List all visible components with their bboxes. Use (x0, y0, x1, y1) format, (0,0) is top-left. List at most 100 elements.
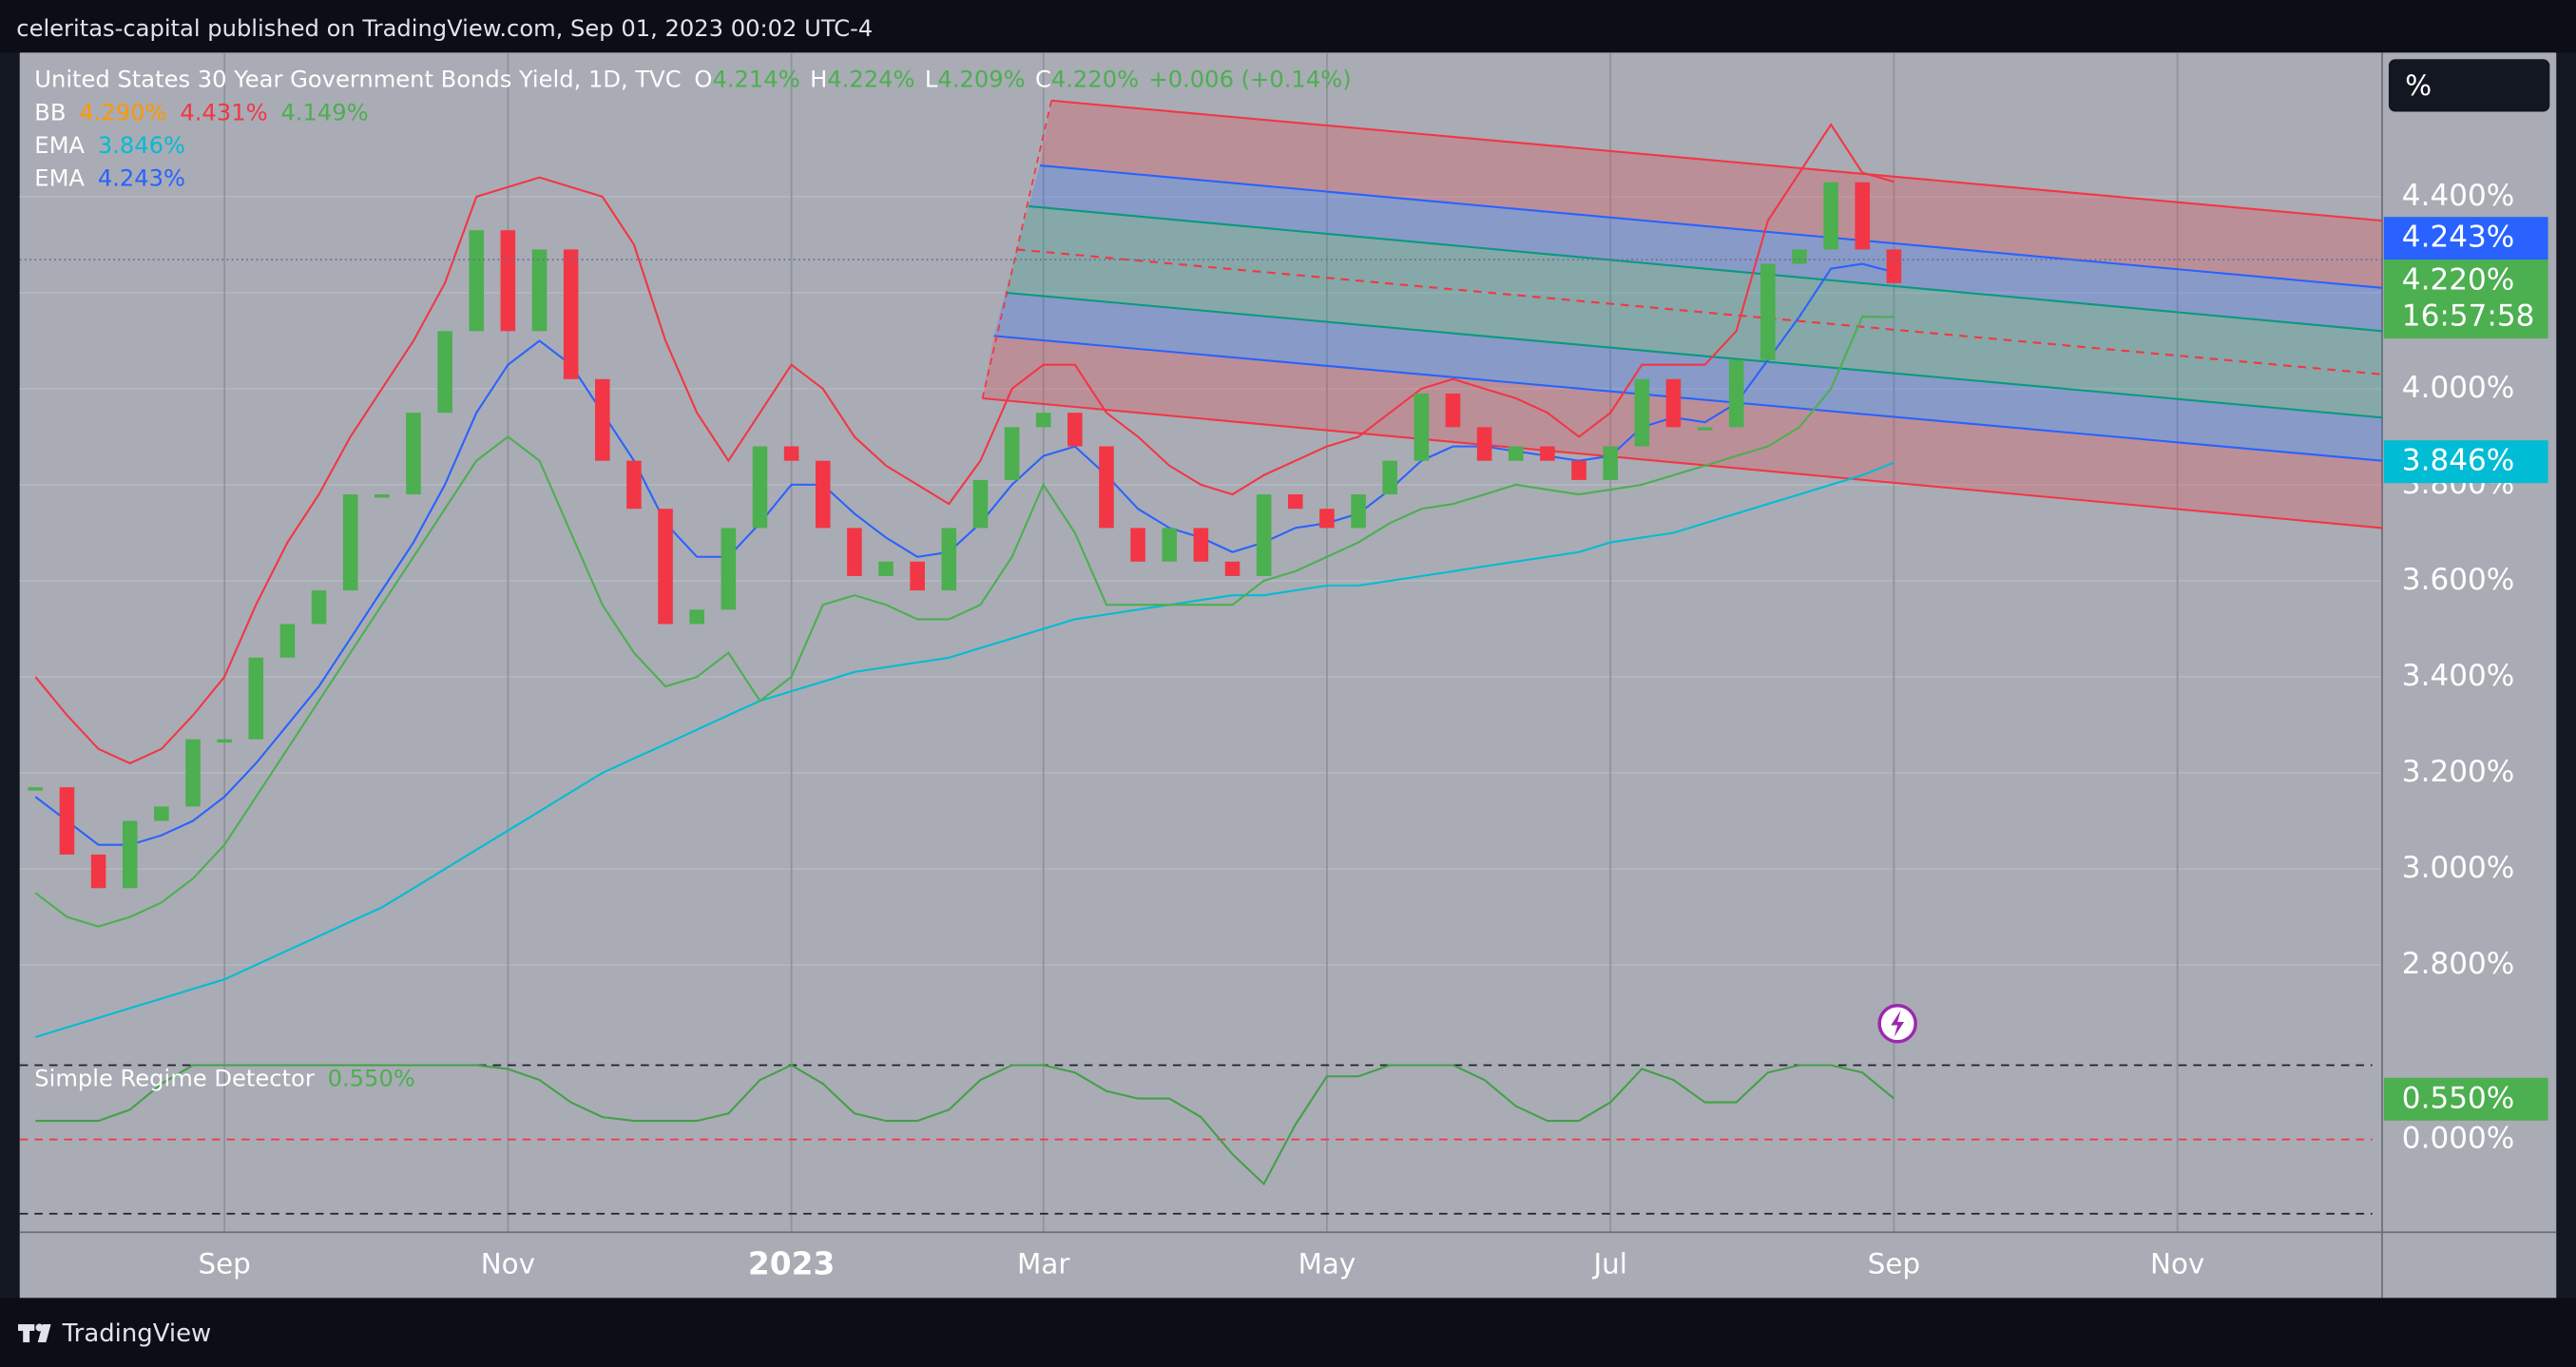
ema-slow-tag (2383, 440, 2548, 484)
candle (1162, 528, 1178, 562)
candle (531, 249, 548, 332)
candle (1099, 446, 1114, 529)
candle (1571, 460, 1586, 480)
legend-item: +0.006 (+0.14%) (1148, 67, 1351, 93)
legend-symbol: United States 30 Year Government Bonds Y… (34, 67, 1351, 93)
ema-slow-tag-text: 3.846% (2402, 444, 2515, 478)
candle (500, 230, 516, 332)
candle (1351, 494, 1366, 529)
candle (1288, 494, 1303, 510)
candle (783, 446, 799, 461)
legend-item: L (925, 67, 938, 93)
channel-fill (1040, 100, 2383, 288)
candle (847, 528, 862, 576)
y-tick-label: 0.000% (2402, 1122, 2515, 1156)
channel-fill (1005, 249, 2383, 418)
x-tick-label: Nov (481, 1247, 535, 1280)
legend-item: 4.243% (98, 164, 185, 191)
candle (595, 378, 610, 461)
series-line (35, 461, 1894, 1038)
candle (248, 657, 264, 740)
plot: 2.800%3.000%3.200%3.400%3.600%3.800%4.00… (19, 52, 2557, 1299)
regime-title: Simple Regime Detector 0.550% (34, 1066, 415, 1092)
channel-edge (981, 100, 1052, 399)
regime-tag (2383, 1077, 2548, 1121)
candle (878, 561, 894, 576)
legend-indicator: EMA 3.846% (34, 132, 185, 159)
y-tick-label: 3.400% (2402, 659, 2515, 693)
candle (1319, 509, 1335, 529)
legend-item: O (694, 67, 712, 93)
y-tick-label: 4.000% (2402, 371, 2515, 405)
candle (910, 561, 925, 591)
legend-item: C (1035, 67, 1051, 93)
candle (1035, 413, 1051, 428)
candle (469, 230, 485, 332)
series-line (34, 262, 1894, 846)
candle (941, 528, 957, 591)
candle (1665, 378, 1682, 428)
candle (721, 528, 737, 610)
ema-fast-tag-text: 4.243% (2402, 221, 2515, 255)
channel-line (982, 396, 2383, 529)
legend-item: 4.224% (827, 67, 914, 93)
x-tick-label: Sep (1868, 1247, 1920, 1280)
candle (342, 494, 358, 591)
series-line (34, 123, 1894, 765)
candle (1886, 249, 1902, 283)
candle (1855, 182, 1871, 250)
channel-line (1028, 204, 2383, 333)
scale-button-label[interactable]: % (2405, 69, 2432, 102)
channel-line (1051, 99, 2383, 222)
candle (122, 820, 138, 889)
candle (1067, 413, 1083, 447)
legend-item: Simple Regime Detector (34, 1066, 315, 1092)
y-tick-label: 2.800% (2402, 947, 2515, 981)
x-tick-label: 2023 (748, 1245, 835, 1281)
publisher: celeritas-capital published on TradingVi… (16, 15, 873, 42)
candle (1193, 528, 1209, 562)
candle (1634, 378, 1650, 447)
legend-item: 4.149% (280, 99, 368, 125)
candle (406, 413, 421, 495)
candle (279, 624, 296, 658)
scale-button[interactable] (2388, 59, 2550, 112)
x-tick-label: Jul (1591, 1247, 1626, 1280)
channel-fill (993, 292, 2383, 461)
candle (563, 249, 579, 379)
legend-item: BB (34, 99, 66, 125)
channel-line (1039, 164, 2383, 289)
channel-line (993, 335, 2383, 462)
candle (1382, 460, 1398, 495)
candle (185, 739, 201, 807)
x-tick-label: Nov (2150, 1247, 2204, 1280)
candle (90, 854, 106, 889)
y-tick-label: 3.200% (2402, 755, 2515, 789)
legend-item: 4.214% (712, 67, 799, 93)
candle (311, 590, 327, 625)
y-tick-label: 3.600% (2402, 563, 2515, 597)
candle (1130, 528, 1145, 562)
channel-fill (1028, 165, 2383, 332)
candle (1445, 393, 1461, 428)
regime-tag-text: 0.550% (2402, 1081, 2515, 1115)
candle (59, 787, 75, 855)
regime-line (35, 1064, 1895, 1186)
candle (1256, 494, 1272, 576)
legend-indicator: BB 4.290% 4.431% 4.149% (34, 99, 368, 125)
price-tag-text: 4.220% (2402, 263, 2515, 298)
legend-item: 4.431% (180, 99, 267, 125)
legend-item: 4.290% (79, 99, 166, 125)
candle (1728, 359, 1744, 428)
candle (1540, 446, 1555, 461)
legend-item: United States 30 Year Government Bonds Y… (34, 67, 681, 93)
legend-item: EMA (34, 164, 85, 191)
footer (0, 1298, 2576, 1367)
legend-item: H (810, 67, 827, 93)
legend-indicator: EMA 4.243% (34, 164, 185, 191)
y-tick-label: 4.400% (2402, 179, 2515, 213)
channel-line (1005, 291, 2383, 419)
price-tag-countdown: 16:57:58 (2402, 299, 2535, 334)
candle (1508, 446, 1524, 461)
